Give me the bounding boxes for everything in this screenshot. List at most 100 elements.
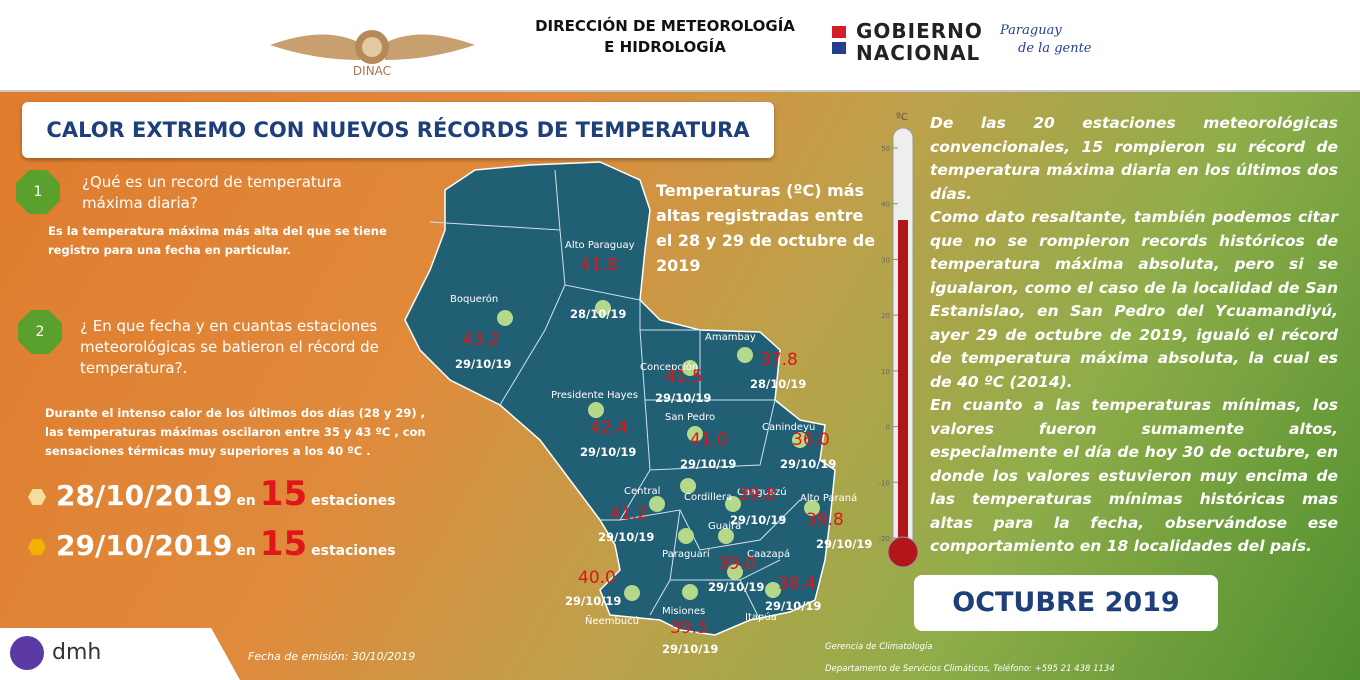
station-value: 36.0	[792, 430, 830, 450]
title: CALOR EXTREMO CON NUEVOS RÉCORDS DE TEMP…	[46, 118, 750, 142]
station-value: 39.8	[738, 485, 776, 505]
station-date: 29/10/19	[730, 513, 786, 527]
question: ¿ En que fecha y en cuantas estaciones m…	[80, 317, 379, 377]
gov-name: NACIONAL	[856, 41, 981, 65]
station-dot	[588, 402, 604, 418]
slogan: de la gente	[1018, 41, 1092, 56]
station-value: 39.0	[718, 554, 756, 574]
department: Departamento de Servicios Climáticos, Te…	[825, 664, 1115, 674]
station-date: 29/10/19	[780, 457, 836, 471]
station-date: 29/10/19	[662, 642, 718, 656]
station-date: 29/10/19	[816, 537, 872, 551]
org-name: DIRECCIÓN DE METEOROLOGÍA	[535, 17, 795, 35]
station-name: Ñeembucú	[585, 614, 639, 627]
summary-paragraph: Como dato resaltante, también podemos ci…	[930, 208, 1338, 391]
thermometer-tick-label: 30	[881, 256, 890, 264]
question: ¿Qué es un record de temperatura máxima …	[82, 173, 342, 212]
department-name: Guairá	[708, 520, 741, 532]
station-name: Amambay	[705, 332, 756, 343]
department-borders	[429, 169, 801, 621]
station-name: Itapúa	[745, 611, 777, 623]
dinac-emblem: DINAC	[270, 30, 475, 78]
station-dot	[737, 347, 753, 363]
thermometer-tick-label: 10	[881, 368, 890, 376]
record-row: 28/10/2019 en 15 estaciones	[28, 474, 396, 514]
issue-date: Fecha de emisión: 30/10/2019	[248, 650, 416, 663]
summary-paragraph: En cuanto a las temperaturas mínimas, lo…	[930, 396, 1338, 555]
summary: De las 20 estaciones meteorológicas conv…	[930, 112, 1338, 559]
record-dot	[28, 489, 46, 505]
station-dot	[649, 496, 665, 512]
station-dot	[718, 528, 734, 544]
thermometer-mercury	[898, 220, 908, 550]
station-name: Canindeyú	[762, 421, 815, 433]
station-name: Caazapá	[747, 548, 790, 560]
thermometer-unit: ºC	[896, 112, 908, 123]
station-date: 29/10/19	[598, 530, 654, 544]
station-value: 39.5	[670, 618, 708, 638]
thermometer-tick-label: 20	[881, 312, 890, 320]
station-dot	[497, 310, 513, 326]
thermometer-tick-label: 40	[881, 201, 890, 209]
station-dot	[624, 585, 640, 601]
record-connector: en	[236, 493, 256, 509]
station-value: 43.2	[462, 330, 500, 350]
station-date: 29/10/19	[580, 445, 636, 459]
station-value: 42.4	[590, 418, 628, 438]
country-outline	[404, 161, 836, 636]
station-name: Alto Paraguay	[565, 240, 635, 251]
station-dot	[595, 300, 611, 316]
flag-blue	[832, 42, 846, 54]
station-dot	[765, 582, 781, 598]
footer-logo-box: dmh	[0, 628, 240, 680]
station-value: 39.8	[806, 510, 844, 530]
station-date: 29/10/19	[708, 580, 764, 594]
question-number: 1	[16, 170, 60, 214]
station-value: 41.2	[610, 504, 648, 524]
month-badge: OCTUBRE 2019	[914, 575, 1218, 631]
station-date: 28/10/19	[570, 307, 626, 321]
station-value: 41.5	[665, 367, 703, 387]
station-date: 29/10/19	[655, 391, 711, 405]
station-dot	[804, 500, 820, 516]
station-dot	[682, 360, 698, 376]
map: Alto Paraguay 41.8 28/10/19 Boquerón 43.2 29/…	[404, 161, 872, 656]
question-number: 2	[18, 310, 62, 354]
station-name: Concepción	[640, 361, 698, 373]
record-dot	[28, 539, 46, 555]
thermometer-tick-label: 50	[881, 145, 890, 153]
station-name: Misiones	[662, 606, 705, 617]
station-dot	[727, 564, 743, 580]
logo-icon	[10, 636, 44, 670]
record-row: 29/10/2019 en 15 estaciones	[28, 524, 396, 564]
record-count: 15	[259, 524, 308, 564]
department-name: Paraguarí	[662, 548, 711, 560]
station-name: Caaguazú	[737, 486, 787, 498]
flag-red	[832, 26, 846, 38]
title-box: CALOR EXTREMO CON NUEVOS RÉCORDS DE TEMP…	[22, 102, 774, 158]
station-value: 40.0	[578, 568, 616, 588]
station-date: 28/10/19	[750, 377, 806, 391]
record-count: 15	[259, 474, 308, 514]
header: DINAC DIRECCIÓN DE METEOROLOGÍA E HIDROL…	[0, 0, 1360, 92]
answer: Durante el intenso calor de los últimos …	[45, 406, 426, 458]
month-text: OCTUBRE 2019	[952, 587, 1180, 618]
summary-paragraph: De las 20 estaciones meteorológicas conv…	[930, 114, 1338, 203]
station-date: 29/10/19	[455, 357, 511, 371]
station-value: 41.0	[690, 430, 728, 450]
record-unit: estaciones	[311, 493, 396, 509]
slogan: Paraguay	[1000, 23, 1062, 38]
thermometer-tick-label: -10	[879, 479, 890, 487]
station-dot	[792, 432, 808, 448]
thermometer-tick-label: 0	[886, 424, 890, 432]
station-date: 29/10/19	[680, 457, 736, 471]
emblem-text: DINAC	[353, 64, 391, 78]
station-value: 37.8	[760, 350, 798, 370]
map-caption: Temperaturas (ºC) más altas registradas …	[656, 181, 876, 275]
department-name: Cordillera	[684, 492, 732, 503]
thermometer-bulb	[887, 536, 919, 568]
station-dot	[682, 584, 698, 600]
station-date: 29/10/19	[765, 599, 821, 613]
gov-name: GOBIERNO	[856, 19, 983, 43]
